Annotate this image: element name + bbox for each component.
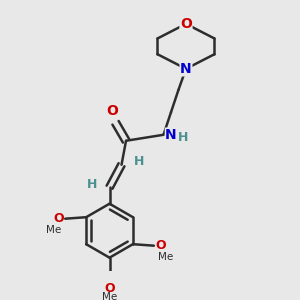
Text: N: N bbox=[180, 62, 192, 76]
Text: Me: Me bbox=[46, 225, 62, 235]
Text: O: O bbox=[155, 239, 166, 252]
Text: O: O bbox=[106, 104, 119, 118]
Text: H: H bbox=[87, 178, 98, 191]
Text: O: O bbox=[180, 17, 192, 31]
Text: O: O bbox=[104, 282, 115, 295]
Text: Me: Me bbox=[158, 252, 173, 262]
Text: Me: Me bbox=[102, 292, 117, 300]
Text: O: O bbox=[53, 212, 64, 225]
Text: H: H bbox=[178, 131, 188, 144]
Text: N: N bbox=[165, 128, 177, 142]
Text: H: H bbox=[134, 155, 144, 168]
